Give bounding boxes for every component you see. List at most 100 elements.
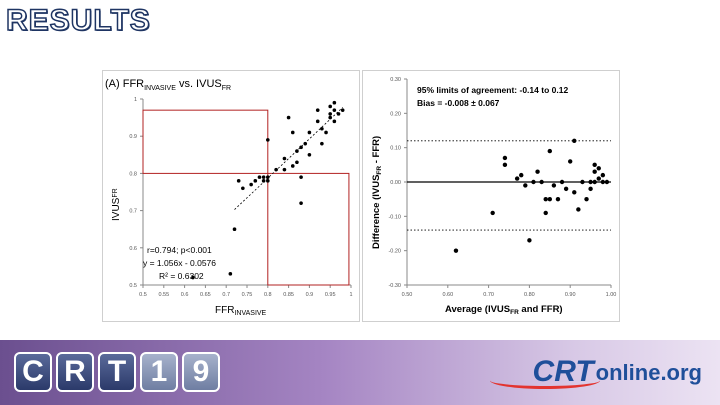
data-point [600, 172, 606, 178]
data-point [241, 186, 245, 191]
crt-logo-letter-t: T [98, 352, 136, 392]
chart-b-y-tick-label: -0.30 [388, 283, 401, 289]
bland-altman-scatter-svg: 0.50 0.60 0.70 0.80 0.90 1.00 -0.30 -0.20 -0.10 0… [371, 77, 617, 316]
chart-a-x-tick-label: 0.6 [181, 292, 189, 298]
crt-logo-digit-9: 9 [182, 352, 220, 392]
threshold-box [267, 172, 350, 286]
data-point [324, 130, 328, 135]
data-point [274, 167, 278, 172]
data-point [572, 138, 577, 143]
data-point [592, 179, 597, 185]
chart-a-y-tick-label: 0.6 [129, 246, 137, 252]
data-point [320, 141, 324, 146]
chart-b-y-tick-label: 0.10 [390, 146, 401, 152]
data-point [547, 196, 552, 202]
data-point [340, 108, 345, 112]
chart-b-y-tick-label: 0.00 [390, 180, 401, 186]
crt-logo-letter-c: C [14, 352, 52, 392]
data-point [320, 126, 324, 131]
data-point [261, 179, 266, 183]
data-point [328, 112, 332, 116]
data-point [568, 159, 573, 164]
chart-b-x-axis-label: Average (IVUSFR and FFR) [445, 304, 563, 316]
data-point [332, 119, 337, 124]
limits-of-agreement-label: 95% limits of agreement: -0.14 to 0.12 [417, 85, 568, 95]
data-point [588, 179, 593, 185]
data-point [531, 179, 536, 185]
data-point [257, 175, 262, 179]
data-point [563, 186, 569, 192]
chart-a-x-axis-label: FFRINVASIVE [215, 305, 267, 317]
data-point [580, 179, 585, 185]
data-point [299, 201, 303, 205]
data-point [453, 248, 459, 253]
correlation-annotation: r=0.794; p<0.001 [147, 245, 212, 255]
chart-a-x-tick-label: 0.75 [242, 292, 253, 298]
chart-b-x-tick-label: 0.60 [442, 292, 453, 298]
data-point [282, 156, 287, 161]
chart-a-y-tick-label: 1 [134, 97, 137, 103]
data-point [596, 176, 601, 181]
data-point [315, 108, 320, 112]
data-point [592, 162, 597, 168]
chart-a-y-tick-label: 0.5 [129, 283, 137, 289]
data-point [527, 238, 532, 243]
regression-trendline [234, 107, 343, 210]
data-point [584, 196, 589, 202]
regression-equation: y = 1.056x - 0.0576 [143, 258, 216, 268]
chart-a-title: (A) FFRINVASIVE vs. IVUSFR [105, 78, 231, 92]
data-point [315, 119, 320, 124]
data-point [266, 179, 270, 183]
chart-a-x-tick-label: 1 [349, 292, 352, 298]
chart-b-x-tick-label: 1.00 [606, 292, 617, 298]
data-point [572, 190, 577, 195]
chart-b-y-tick-label: -0.10 [388, 214, 401, 220]
correlation-scatter-svg: 0.5 0.55 0.6 0.65 0.7 0.75 0.8 0.85 0.9 0.95 1 0.5 0… [105, 78, 353, 317]
data-point [600, 179, 606, 185]
data-point [596, 166, 601, 171]
data-point [576, 207, 581, 212]
data-point [588, 186, 593, 192]
data-point [535, 169, 540, 174]
chart-b-y-tick-label: 0.20 [390, 111, 401, 117]
data-point [514, 176, 520, 181]
data-point [236, 179, 241, 183]
r-squared-label: R² = 0.6302 [159, 271, 204, 281]
chart-b-y-tick-label: 0.30 [390, 77, 401, 83]
chart-b-y-axis-label: Difference (IVUSFR - FFR) [371, 136, 383, 249]
crtonline-logo-main: CRT [532, 355, 594, 388]
data-point [551, 183, 557, 188]
data-point [249, 182, 253, 187]
data-point [295, 149, 299, 153]
data-point [266, 138, 270, 142]
data-point [290, 164, 295, 168]
chart-a-y-tick-label: 0.7 [129, 209, 137, 215]
chart-b-x-tick-label: 0.50 [402, 292, 413, 298]
data-point [303, 141, 308, 146]
data-point [502, 162, 508, 168]
chart-b-x-tick-label: 0.90 [565, 292, 576, 298]
chart-a-x-tick-label: 0.85 [283, 292, 294, 298]
data-point [604, 179, 610, 185]
slide-title: RESULTS [5, 3, 151, 38]
bias-label: Bias = -0.008 ± 0.067 [417, 98, 500, 108]
data-point [555, 196, 561, 202]
crtonline-logo: CRT online.org [533, 355, 702, 389]
data-point [295, 160, 299, 165]
data-point [490, 210, 495, 216]
data-point [519, 172, 524, 178]
crt19-logo: C R T 1 9 [14, 352, 220, 394]
crt-logo-letter-r: R [56, 352, 94, 392]
chart-a-x-tick-label: 0.65 [200, 292, 211, 298]
data-point [290, 130, 295, 135]
data-point [328, 104, 332, 109]
data-point [336, 112, 341, 116]
data-point [253, 179, 258, 183]
bland-altman-chart-panel: 0.50 0.60 0.70 0.80 0.90 1.00 -0.30 -0.20 -0.10 0… [362, 70, 620, 322]
data-point [261, 175, 266, 179]
threshold-box [142, 109, 269, 174]
crtonline-swoosh-icon [490, 372, 600, 389]
chart-a-x-tick-label: 0.55 [158, 292, 169, 298]
chart-b-y-tick-label: -0.20 [388, 249, 401, 255]
data-point [282, 167, 287, 172]
